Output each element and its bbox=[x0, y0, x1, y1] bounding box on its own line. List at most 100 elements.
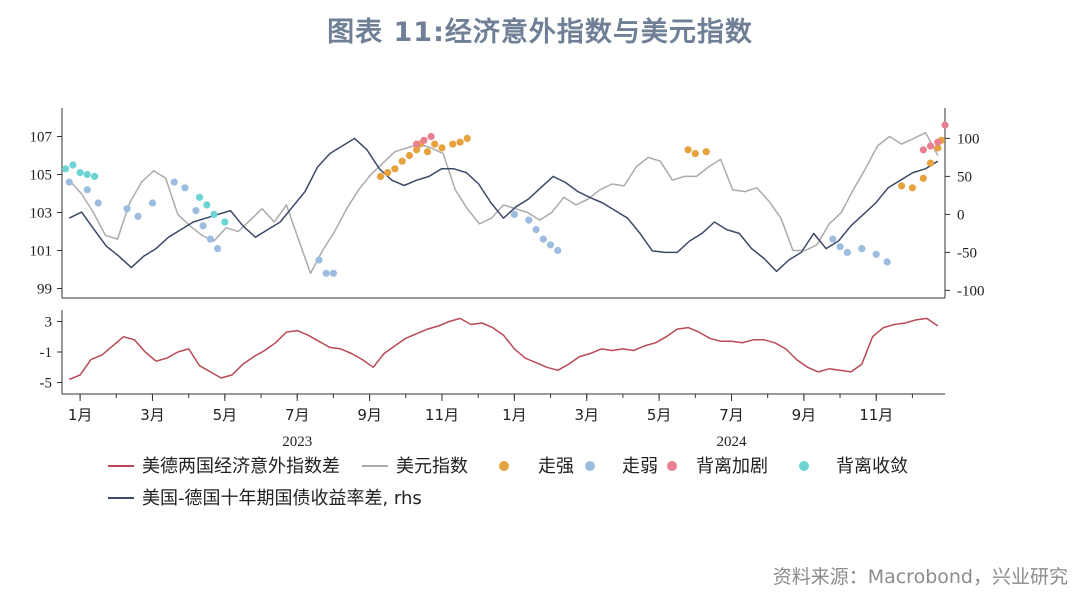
x-tick-label: 11月 bbox=[859, 406, 893, 424]
marker-point bbox=[420, 136, 428, 144]
legend-label-converge: 背离收敛 bbox=[836, 456, 908, 477]
x-tick-label: 3月 bbox=[574, 406, 599, 424]
legend-label-spread: 美德两国经济意外指数差 bbox=[142, 456, 340, 477]
series-line-left-top bbox=[68, 131, 939, 275]
marker-point bbox=[836, 243, 844, 251]
left-tick-label: 105 bbox=[30, 168, 53, 184]
bottom-tick-label: -5 bbox=[40, 376, 53, 392]
marker-point bbox=[843, 248, 851, 256]
left-tick-label: 101 bbox=[30, 244, 53, 260]
legend-label-yield: 美国-德国十年期国债收益率差, rhs bbox=[142, 488, 422, 509]
legend-label-weak: 走弱 bbox=[622, 456, 658, 477]
marker-point bbox=[405, 151, 413, 160]
right-tick-label: -50 bbox=[957, 245, 977, 261]
x-tick-label: 9月 bbox=[357, 406, 382, 424]
marker-point bbox=[423, 148, 432, 156]
marker-point bbox=[206, 235, 214, 243]
year-label: 2024 bbox=[716, 434, 747, 450]
right-tick-label: 50 bbox=[957, 169, 972, 185]
bottom-tick-label: -1 bbox=[40, 345, 53, 361]
x-tick-label: 3月 bbox=[140, 406, 165, 424]
marker-point bbox=[391, 165, 399, 173]
marker-point bbox=[83, 186, 91, 194]
legend: 美德两国经济意外指数差 美元指数 走强 走弱 背离加剧 背离收敛 美国-德国十年… bbox=[108, 456, 908, 509]
marker-point bbox=[438, 144, 446, 152]
x-tick-label: 1月 bbox=[68, 406, 93, 424]
marker-point bbox=[376, 172, 385, 180]
marker-point bbox=[539, 235, 547, 243]
legend-label-strong: 走强 bbox=[538, 456, 574, 477]
marker-point bbox=[919, 174, 927, 182]
marker-point bbox=[413, 140, 421, 148]
marker-point bbox=[170, 178, 178, 186]
x-tick-label: 7月 bbox=[719, 406, 744, 424]
marker-point bbox=[554, 246, 562, 255]
marker-point bbox=[384, 169, 392, 177]
x-tick-label: 5月 bbox=[213, 406, 238, 424]
marker-point bbox=[195, 193, 204, 201]
marker-point bbox=[858, 245, 866, 253]
marker-point bbox=[934, 138, 942, 146]
legend-label-diverge: 背离加剧 bbox=[696, 456, 768, 477]
chart-canvas: 99 101 103 105 107 100 50 0 -50 -100 3 -1 -5 1月 3月 5月 7月… bbox=[30, 108, 985, 509]
right-tick-label: 0 bbox=[957, 207, 965, 223]
marker-point bbox=[431, 140, 439, 148]
marker-point bbox=[546, 241, 555, 249]
markers-group bbox=[62, 121, 949, 277]
marker-point bbox=[898, 182, 906, 190]
marker-point bbox=[525, 216, 533, 224]
x-tick-label: 7月 bbox=[285, 406, 310, 424]
marker-point bbox=[214, 245, 222, 253]
marker-point bbox=[329, 269, 337, 277]
x-tick-label: 5月 bbox=[647, 406, 672, 424]
marker-point bbox=[192, 207, 200, 215]
year-label: 2023 bbox=[282, 434, 312, 450]
marker-point bbox=[691, 150, 699, 158]
marker-point bbox=[91, 172, 99, 180]
series-line-undefined-bottom bbox=[68, 317, 939, 381]
marker-point bbox=[919, 146, 927, 154]
marker-point bbox=[199, 222, 207, 230]
legend-label-dxy: 美元指数 bbox=[396, 456, 468, 477]
chart-title: 图表 11:经济意外指数与美元指数 bbox=[327, 17, 753, 48]
marker-point bbox=[123, 205, 131, 213]
marker-point bbox=[883, 258, 891, 266]
x-tick-label: 9月 bbox=[792, 406, 817, 424]
marker-point bbox=[322, 269, 330, 277]
marker-point bbox=[69, 161, 77, 169]
legend-swatch-weak bbox=[585, 461, 595, 471]
marker-point bbox=[398, 157, 406, 165]
marker-point bbox=[62, 165, 70, 173]
marker-point bbox=[456, 138, 464, 146]
marker-point bbox=[684, 146, 692, 154]
marker-point bbox=[94, 199, 102, 207]
marker-point bbox=[926, 159, 935, 167]
marker-point bbox=[181, 184, 189, 192]
marker-point bbox=[941, 121, 949, 129]
marker-point bbox=[829, 235, 837, 243]
marker-point bbox=[413, 146, 421, 154]
x-tick-label: 11月 bbox=[425, 406, 459, 424]
marker-point bbox=[934, 144, 942, 152]
left-tick-label: 99 bbox=[37, 282, 52, 298]
legend-swatch-diverge bbox=[667, 461, 677, 471]
marker-point bbox=[65, 178, 73, 186]
marker-point bbox=[463, 134, 471, 142]
marker-point bbox=[76, 169, 84, 177]
marker-point bbox=[315, 256, 323, 264]
right-tick-label: 100 bbox=[957, 131, 980, 147]
marker-point bbox=[148, 199, 157, 207]
marker-point bbox=[210, 210, 218, 218]
bottom-tick-label: 3 bbox=[45, 314, 53, 330]
marker-point bbox=[203, 201, 211, 209]
marker-point bbox=[702, 148, 710, 156]
marker-point bbox=[926, 142, 935, 150]
x-tick-label: 1月 bbox=[502, 406, 527, 424]
marker-point bbox=[221, 218, 229, 226]
marker-point bbox=[532, 226, 540, 234]
marker-point bbox=[908, 184, 917, 192]
marker-point bbox=[83, 170, 91, 179]
marker-point bbox=[134, 212, 142, 220]
series-group bbox=[68, 131, 939, 381]
right-tick-label: -100 bbox=[957, 283, 985, 299]
